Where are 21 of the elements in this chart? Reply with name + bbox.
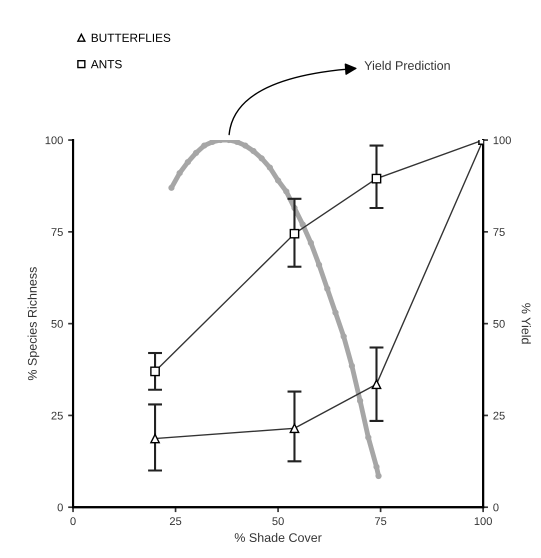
y2-tick-label: 50 xyxy=(493,320,505,328)
x-axis-title: % Shade Cover xyxy=(234,532,322,542)
y2-tick-label: 0 xyxy=(493,503,499,512)
y-axis-title: % Species Richness xyxy=(28,267,40,380)
x-tick-label: 100 xyxy=(474,517,492,526)
y-tick-label: 50 xyxy=(51,320,63,328)
x-tick-label: 25 xyxy=(170,517,182,526)
y-tick-label: 25 xyxy=(52,412,63,420)
x-tick-label: 50 xyxy=(272,517,284,526)
y-tick-label: 100 xyxy=(46,136,63,144)
annotation: Yield Prediction xyxy=(364,60,450,70)
y-tick-label: 0 xyxy=(58,503,63,512)
x-tick-label: 75 xyxy=(374,517,386,526)
legend-label: ANTS xyxy=(90,60,122,68)
x-tick-label: 0 xyxy=(70,517,76,526)
y2-tick-label: 75 xyxy=(493,228,505,236)
y2-tick-label: 100 xyxy=(494,136,511,144)
y2-axis-title: % Yield xyxy=(522,303,531,344)
y2-tick-label: 25 xyxy=(493,412,505,420)
legend-label: BUTTERFLIES xyxy=(92,34,170,42)
y-tick-label: 75 xyxy=(52,228,63,236)
